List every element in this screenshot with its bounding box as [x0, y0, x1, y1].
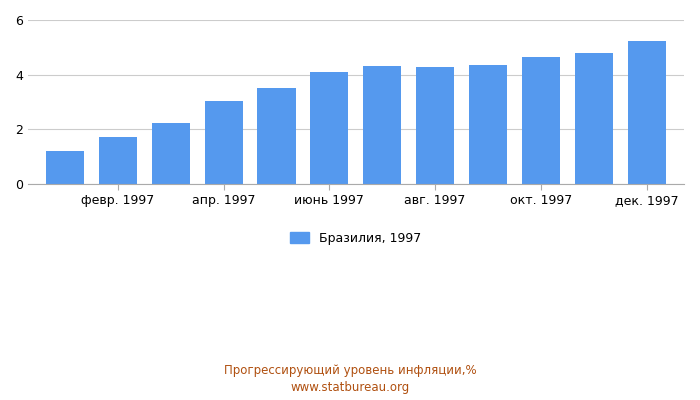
- Text: www.statbureau.org: www.statbureau.org: [290, 381, 410, 394]
- Bar: [522, 57, 560, 184]
- Bar: [46, 151, 84, 184]
- Bar: [99, 137, 136, 184]
- Bar: [258, 88, 295, 184]
- Text: Прогрессирующий уровень инфляции,%: Прогрессирующий уровень инфляции,%: [224, 364, 476, 377]
- Bar: [575, 53, 613, 184]
- Bar: [628, 41, 666, 184]
- Bar: [469, 65, 507, 184]
- Bar: [204, 100, 243, 184]
- Bar: [363, 66, 401, 184]
- Legend: Бразилия, 1997: Бразилия, 1997: [286, 226, 426, 250]
- Bar: [152, 123, 190, 184]
- Bar: [310, 72, 349, 184]
- Bar: [416, 67, 454, 184]
